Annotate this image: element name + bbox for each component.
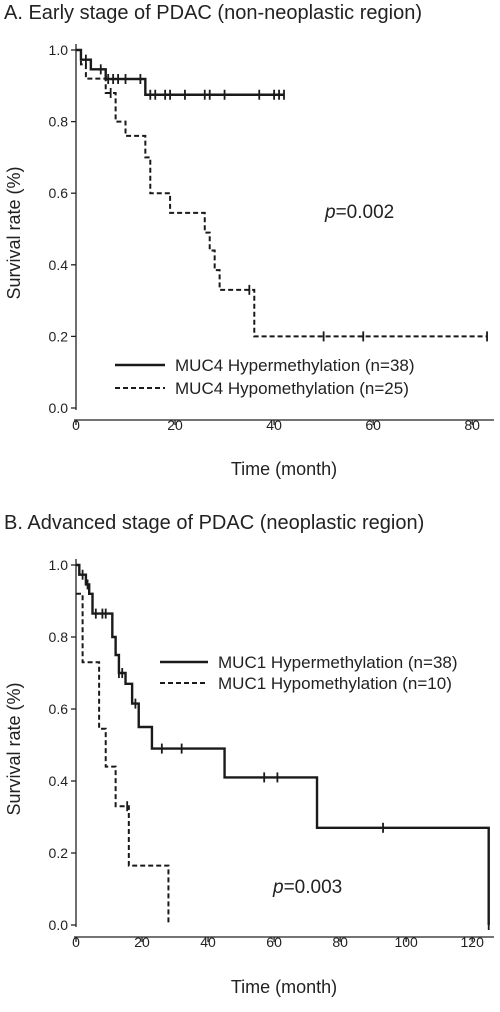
- chart-b-x-tick-label: 120: [461, 934, 485, 950]
- chart-a-p-label: p: [324, 202, 336, 223]
- chart-a-series-0-line: [76, 48, 284, 96]
- chart-b-x-tick-label: 0: [72, 934, 80, 950]
- chart-a-legend-label-0: MUC4 Hypermethylation (n=38): [175, 356, 415, 375]
- chart-a-y-tick-label: 0.6: [49, 185, 69, 201]
- chart-a-p-value-number: =0.002: [336, 202, 395, 223]
- chart-b-p-label: p: [272, 877, 284, 898]
- chart-b-x-tick-label: 40: [200, 934, 216, 950]
- chart-b-title: B. Advanced stage of PDAC (neoplastic re…: [4, 512, 425, 534]
- chart-a-x-tick-label: 20: [167, 417, 183, 433]
- chart-b-y-tick-label: 0.4: [49, 773, 69, 789]
- chart-b-x-tick-label: 20: [134, 934, 150, 950]
- chart-a-x-tick-label: 40: [266, 417, 282, 433]
- chart-a-x-tick-label: 0: [72, 417, 80, 433]
- chart-a-y-tick-label: 0.8: [49, 114, 69, 130]
- chart-a-y-axis-title: Survival rate (%): [4, 166, 24, 299]
- chart-b-y-tick-label: 1.0: [49, 557, 69, 573]
- chart-a-legend-label-1: MUC4 Hypomethylation (n=25): [175, 379, 409, 398]
- chart-a-y-tick-label: 0.2: [49, 328, 69, 344]
- chart-b-x-axis-title: Time (month): [231, 977, 337, 997]
- chart-b-legend-label-0: MUC1 Hypermethylation (n=38): [218, 653, 458, 672]
- chart-b-p-value: p=0.003: [272, 877, 342, 898]
- chart-b-y-tick-label: 0.6: [49, 701, 69, 717]
- chart-b-y-axis-title: Survival rate (%): [4, 682, 24, 815]
- chart-a-y-tick-label: 0.0: [49, 400, 69, 416]
- chart-b-y-tick-label: 0.0: [49, 917, 69, 933]
- chart-a-p-value: p=0.002: [324, 202, 394, 223]
- chart-b-legend-label-1: MUC1 Hypomethylation (n=10): [218, 674, 452, 693]
- chart-b-x-tick-label: 60: [266, 934, 282, 950]
- chart-b-y-tick-label: 0.8: [49, 629, 69, 645]
- chart-b-x-tick-label: 100: [394, 934, 418, 950]
- chart-b-y-tick-label: 0.2: [49, 845, 69, 861]
- chart-b-p-value-number: =0.003: [284, 877, 343, 898]
- chart-a-y-tick-label: 0.4: [49, 257, 69, 273]
- chart-b-series-0-line: [76, 563, 490, 925]
- chart-a-series-1-line: [76, 49, 488, 338]
- chart-a-x-tick-label: 80: [464, 417, 480, 433]
- chart-a-title: A. Early stage of PDAC (non-neoplastic r…: [4, 2, 422, 24]
- chart-b-x-tick-label: 80: [332, 934, 348, 950]
- chart-a-x-axis-title: Time (month): [231, 459, 337, 479]
- chart-a-x-tick-label: 60: [365, 417, 381, 433]
- chart-a-y-tick-label: 1.0: [49, 42, 69, 58]
- chart-b-series-1-line: [76, 592, 170, 925]
